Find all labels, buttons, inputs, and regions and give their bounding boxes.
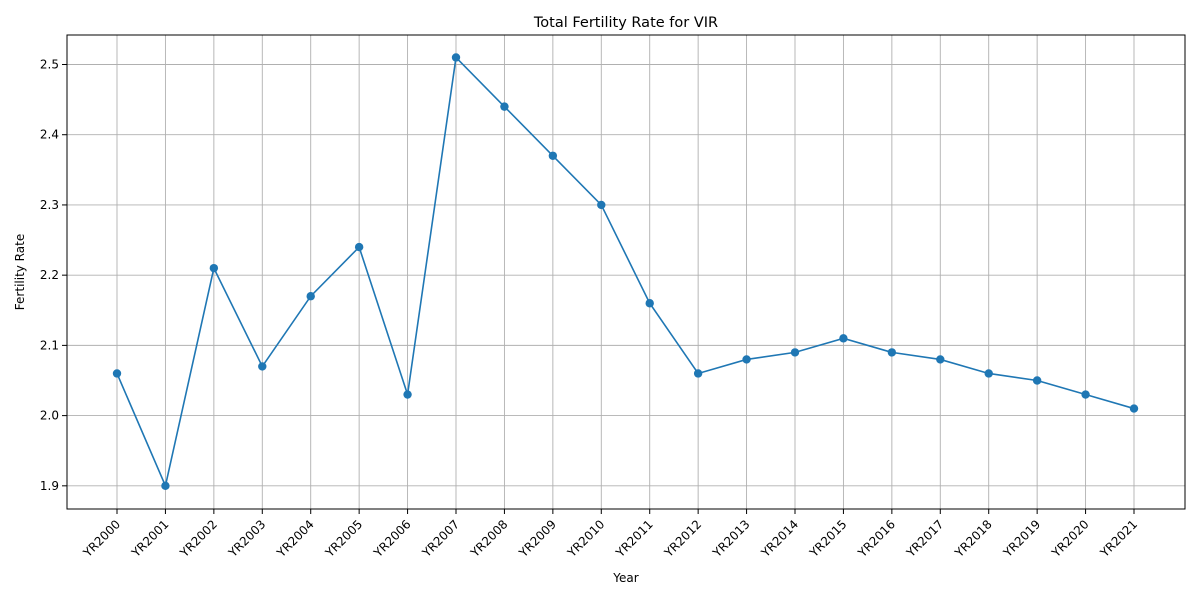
data-point bbox=[403, 390, 412, 399]
data-point bbox=[354, 242, 364, 252]
y-tick-label: 2.0 bbox=[40, 409, 59, 423]
x-tick-label: YR2016 bbox=[855, 517, 898, 560]
data-point bbox=[742, 355, 751, 364]
x-tick-label: YR2007 bbox=[419, 517, 462, 560]
y-axis: 1.9 2.0 2.1 2.2 2.3 2.4 2.5 bbox=[40, 57, 67, 493]
x-tick-label: YR2018 bbox=[952, 517, 995, 560]
data-point bbox=[451, 53, 461, 62]
x-tick-label: YR2013 bbox=[709, 517, 752, 560]
x-tick-label: YR2014 bbox=[758, 517, 801, 560]
y-tick-label: 2.4 bbox=[40, 128, 59, 142]
data-point bbox=[597, 200, 606, 210]
data-point bbox=[500, 102, 509, 111]
x-tick-label: YR2015 bbox=[806, 517, 849, 560]
chart-title: Total Fertility Rate for VIR bbox=[533, 15, 718, 31]
data-point bbox=[1129, 404, 1139, 413]
data-point bbox=[258, 362, 267, 371]
x-tick-label: YR2008 bbox=[467, 517, 510, 560]
series-line bbox=[116, 55, 1135, 489]
data-point bbox=[645, 299, 654, 308]
x-tick-label: YR2021 bbox=[1097, 517, 1140, 560]
x-axis-label: Year bbox=[612, 571, 638, 585]
x-tick-label: YR2020 bbox=[1048, 517, 1091, 560]
x-tick-label: YR2012 bbox=[661, 517, 704, 560]
plot-frame bbox=[66, 34, 1186, 510]
y-tick-label: 2.2 bbox=[40, 268, 59, 282]
data-point bbox=[887, 348, 897, 357]
x-axis: YR2000 YR2001 YR2002 YR2003 YR2004 YR2005 YR20… bbox=[80, 509, 1140, 561]
data-point bbox=[693, 369, 703, 378]
x-tick-label: YR2010 bbox=[564, 517, 607, 560]
data-point bbox=[839, 334, 848, 343]
series bbox=[112, 53, 1139, 491]
y-tick-label: 2.3 bbox=[40, 198, 59, 212]
x-tick-label: YR2005 bbox=[322, 517, 365, 560]
y-tick-label: 1.9 bbox=[40, 479, 59, 493]
x-tick-label: YR2002 bbox=[177, 517, 220, 560]
data-point bbox=[209, 263, 219, 273]
data-point bbox=[1032, 376, 1042, 385]
data-point bbox=[936, 355, 945, 364]
y-axis-label: Fertility Rate bbox=[13, 234, 27, 310]
data-point bbox=[112, 369, 122, 378]
data-point bbox=[548, 151, 558, 160]
x-tick-label: YR2017 bbox=[903, 517, 946, 560]
data-point bbox=[161, 481, 170, 491]
x-tick-label: YR2006 bbox=[370, 517, 413, 560]
data-point bbox=[1081, 390, 1090, 399]
y-tick-label: 2.1 bbox=[40, 338, 59, 352]
y-tick-label: 2.5 bbox=[40, 57, 59, 71]
x-tick-label: YR2000 bbox=[80, 517, 123, 560]
data-point bbox=[984, 369, 993, 378]
x-tick-label: YR2019 bbox=[1000, 517, 1043, 560]
x-tick-label: YR2011 bbox=[613, 517, 656, 560]
grid bbox=[67, 35, 1185, 509]
x-tick-label: YR2001 bbox=[128, 517, 171, 560]
x-tick-label: YR2009 bbox=[516, 517, 559, 560]
x-tick-label: YR2003 bbox=[225, 517, 268, 560]
data-point bbox=[790, 348, 800, 357]
data-point bbox=[306, 292, 315, 301]
x-tick-label: YR2004 bbox=[274, 517, 317, 560]
